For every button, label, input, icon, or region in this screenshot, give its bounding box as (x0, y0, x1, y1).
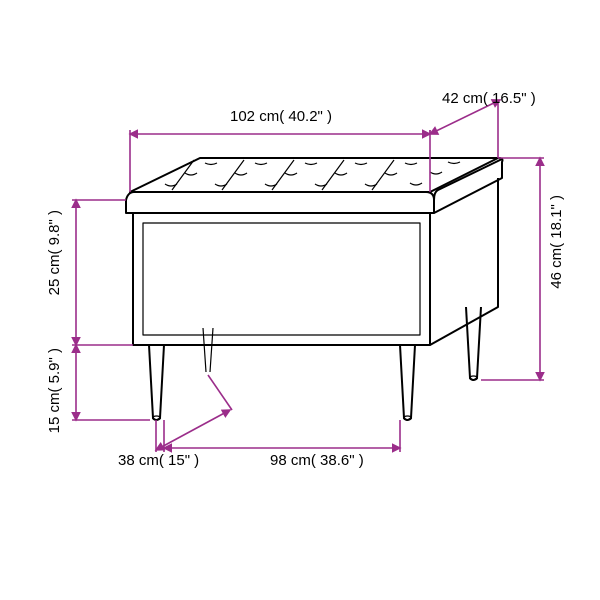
label-inner-width: 98 cm( 38.6" ) (270, 452, 364, 469)
label-leg-height: 15 cm( 5.9" ) (46, 348, 63, 433)
label-width-top: 102 cm( 40.2" ) (230, 108, 332, 125)
label-leg-depth: 38 cm( 15" ) (118, 452, 199, 469)
label-body-height: 25 cm( 9.8" ) (46, 210, 63, 295)
bench-outline (126, 158, 503, 420)
label-depth-top: 42 cm( 16.5" ) (442, 90, 536, 107)
label-total-height: 46 cm( 18.1" ) (548, 195, 565, 289)
